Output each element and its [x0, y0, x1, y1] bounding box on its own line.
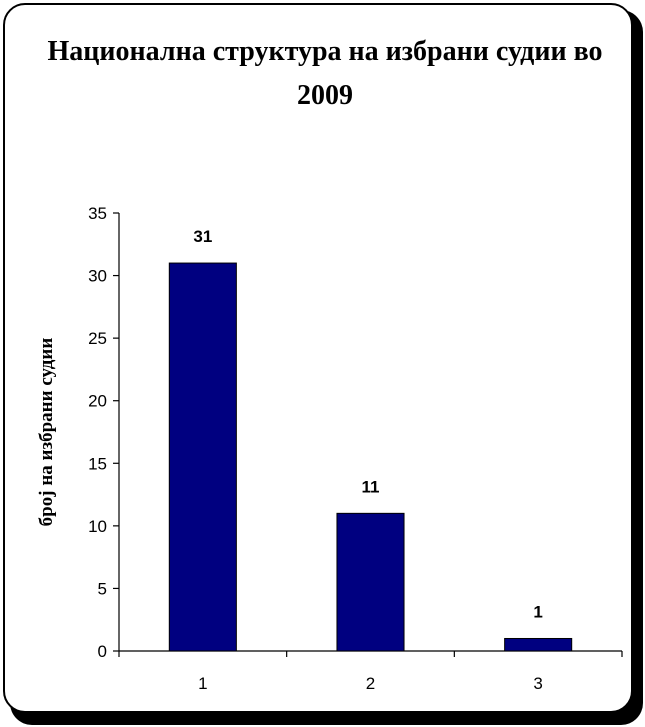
y-tick-label: 20: [88, 392, 107, 411]
x-axis: 1 2 3: [118, 650, 623, 693]
x-tick-label: 2: [366, 674, 375, 693]
bars: [168, 262, 573, 652]
data-label-3: 1: [533, 602, 542, 621]
data-label-1: 31: [193, 227, 212, 246]
y-tick-label: 30: [88, 267, 107, 286]
y-tick-label: 35: [88, 204, 107, 223]
y-tick-label: 15: [88, 454, 107, 473]
y-tick-label: 25: [88, 329, 107, 348]
y-tick-label: 5: [98, 579, 107, 598]
y-tick-label: 10: [88, 517, 107, 536]
y-axis-title: број на избрани судии: [36, 338, 57, 527]
data-label-2: 11: [362, 477, 380, 496]
y-tick-label: 0: [98, 642, 107, 661]
x-tick-label: 3: [533, 674, 542, 693]
chart-frame: [3, 3, 633, 713]
bar-1: [168, 262, 237, 652]
chart-title: Национална структура на избрани судии во…: [47, 36, 603, 111]
x-tick-label: 1: [198, 674, 207, 693]
y-axis: 0 5 10 15 20 25 30 35: [88, 204, 120, 661]
bar-2: [336, 512, 405, 652]
bar-3: [504, 637, 573, 652]
